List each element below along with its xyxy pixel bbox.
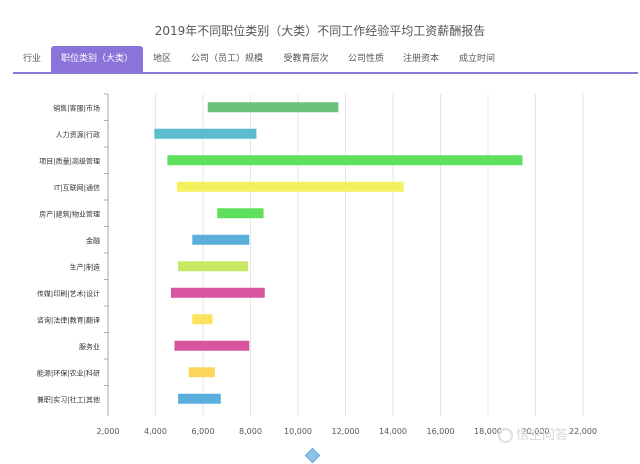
salary-range-bar bbox=[192, 234, 250, 245]
tab-industry[interactable]: 行业 bbox=[22, 54, 41, 64]
salary-range-bar bbox=[178, 393, 221, 404]
x-tick-label: 16,000 bbox=[427, 427, 455, 436]
x-tick-label: 10,000 bbox=[284, 427, 312, 436]
x-tick-label: 20,000 bbox=[522, 427, 550, 436]
category-label: 人力资源|行政 bbox=[56, 130, 100, 139]
zoom-slider-handle[interactable] bbox=[304, 447, 321, 464]
x-tick-label: 12,000 bbox=[332, 427, 360, 436]
salary-range-bar bbox=[176, 181, 404, 192]
tab-region[interactable]: 地区 bbox=[152, 54, 171, 64]
chart-svg: 2,000 4,000 6,000 8,000 10,000 12,000 14,000 16… bbox=[37, 93, 597, 436]
category-label: 项目|质量|高级管理 bbox=[39, 156, 100, 165]
category-label: 传媒|印刷|艺术|设计 bbox=[37, 289, 100, 298]
category-label: IT|互联网|通信 bbox=[54, 183, 100, 192]
category-label: 生产|制造 bbox=[70, 262, 100, 271]
category-label: 服务业 bbox=[79, 342, 100, 351]
tab-bar: 行业 职位类别（大类） 地区 公司（员工）规模 受教育层次 公司性质 注册资本 … bbox=[13, 46, 638, 74]
salary-range-chart: 2,000 4,000 6,000 8,000 10,000 12,000 14,000 16… bbox=[13, 86, 638, 436]
salary-range-bar bbox=[167, 155, 523, 166]
category-label: 金融 bbox=[86, 236, 100, 245]
x-tick-label: 6,000 bbox=[192, 427, 215, 436]
tab-education[interactable]: 受教育层次 bbox=[283, 54, 329, 64]
salary-range-bar bbox=[188, 367, 215, 378]
x-tick-label: 22,000 bbox=[569, 427, 597, 436]
tab-registered-capital[interactable]: 注册资本 bbox=[402, 54, 439, 64]
salary-range-bar bbox=[170, 287, 265, 298]
category-label: 能源|环保|农业|科研 bbox=[37, 368, 100, 377]
x-tick-label: 14,000 bbox=[379, 427, 407, 436]
category-label: 销售|客服|市场 bbox=[53, 103, 100, 112]
page-title: 2019年不同职位类别（大类）不同工作经验平均工资薪酬报告 bbox=[154, 24, 486, 38]
tab-job-category[interactable]: 职位类别（大类） bbox=[51, 46, 143, 72]
watermark-text: 悟空问答 bbox=[516, 428, 569, 443]
salary-range-bar bbox=[178, 261, 249, 272]
category-label: 兼职|实习|社工|其他 bbox=[37, 395, 100, 404]
x-tick-label: 4,000 bbox=[144, 427, 167, 436]
tab-company-size[interactable]: 公司（员工）规模 bbox=[190, 54, 263, 64]
salary-range-bar bbox=[154, 128, 257, 139]
x-tick-label: 2,000 bbox=[97, 427, 120, 436]
wukong-logo-icon bbox=[498, 428, 513, 443]
x-tick-label: 8,000 bbox=[239, 427, 262, 436]
salary-range-bar bbox=[192, 314, 213, 325]
salary-range-bar bbox=[217, 208, 264, 219]
category-label: 房产|建筑|物业管理 bbox=[39, 209, 100, 218]
tab-company-type[interactable]: 公司性质 bbox=[347, 54, 384, 64]
x-tick-label: 18,000 bbox=[474, 427, 502, 436]
watermark: 悟空问答 bbox=[498, 428, 568, 444]
category-label: 咨询|法律|教育|翻译 bbox=[37, 315, 100, 324]
salary-range-bar bbox=[207, 102, 339, 113]
tab-founding-time[interactable]: 成立时间 bbox=[458, 54, 495, 64]
salary-range-bar bbox=[174, 340, 250, 351]
